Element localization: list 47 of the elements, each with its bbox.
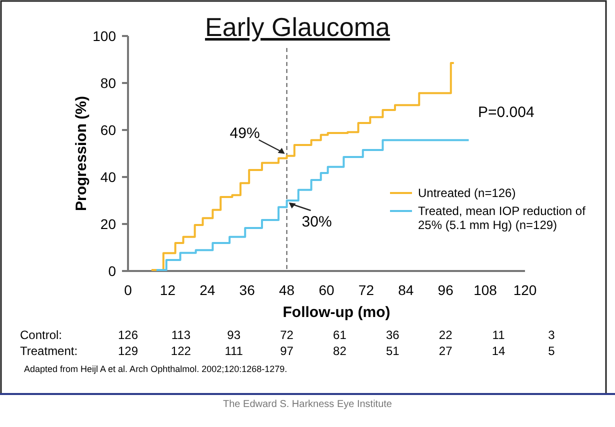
- text: 36: [386, 328, 400, 342]
- x-tick-label: 12: [160, 282, 176, 298]
- text: 3: [548, 328, 556, 342]
- text: 122: [170, 344, 192, 358]
- text: Treatment:: [20, 344, 78, 358]
- x-tick-label: 96: [438, 282, 454, 298]
- text: 113: [171, 328, 191, 342]
- text: 27: [438, 344, 453, 358]
- text: 61: [333, 328, 347, 342]
- text: 126: [118, 328, 138, 342]
- text: 51: [386, 344, 400, 358]
- y-tick-label: 20: [100, 216, 116, 232]
- y-tick-label: 40: [100, 169, 116, 185]
- y-tick-label: 80: [100, 75, 116, 91]
- text: 93: [227, 328, 241, 342]
- y-tick-label: 100: [92, 28, 116, 44]
- text: Control:: [20, 328, 62, 342]
- x-tick-label: 24: [200, 282, 216, 298]
- y-axis-title: Progression (%): [73, 96, 90, 212]
- x-tick-label: 60: [318, 282, 334, 298]
- legend-label: Untreated (n=126): [418, 186, 516, 200]
- x-tick-label: 120: [513, 282, 537, 298]
- text: Adapted from Heijl A et al. Arch Ophthalmol. 2002;120:1268-1279.: [24, 364, 288, 374]
- x-tick-label: 48: [279, 282, 295, 298]
- text: 111: [224, 344, 244, 358]
- x-tick-label: 72: [358, 282, 374, 298]
- annotation: 49%: [230, 124, 260, 142]
- text: 14: [492, 344, 506, 358]
- chart-title: Early Glaucoma: [205, 12, 391, 42]
- x-tick-label: 0: [124, 282, 132, 298]
- x-tick-label: 36: [239, 282, 256, 298]
- y-tick-label: 0: [108, 263, 116, 279]
- text: The Edward S. Harkness Eye Institute: [223, 399, 392, 410]
- text: 22: [438, 328, 453, 342]
- text: 72: [280, 328, 294, 342]
- text: 129: [118, 344, 138, 358]
- x-axis-title: Follow-up (mo): [282, 304, 390, 321]
- text: 97: [280, 344, 294, 358]
- x-tick-label: 84: [398, 282, 414, 298]
- text: 5: [548, 344, 556, 358]
- legend-label: Treated, mean IOP reduction of 25% (5.1 mm Hg) (n=129): [418, 204, 586, 232]
- text: 82: [333, 344, 347, 358]
- y-tick-label: 60: [100, 122, 116, 138]
- x-tick-label: 108: [474, 282, 498, 298]
- text: 11: [492, 328, 506, 342]
- annotation: 30%: [302, 214, 332, 230]
- annotation: P=0.004: [478, 104, 534, 121]
